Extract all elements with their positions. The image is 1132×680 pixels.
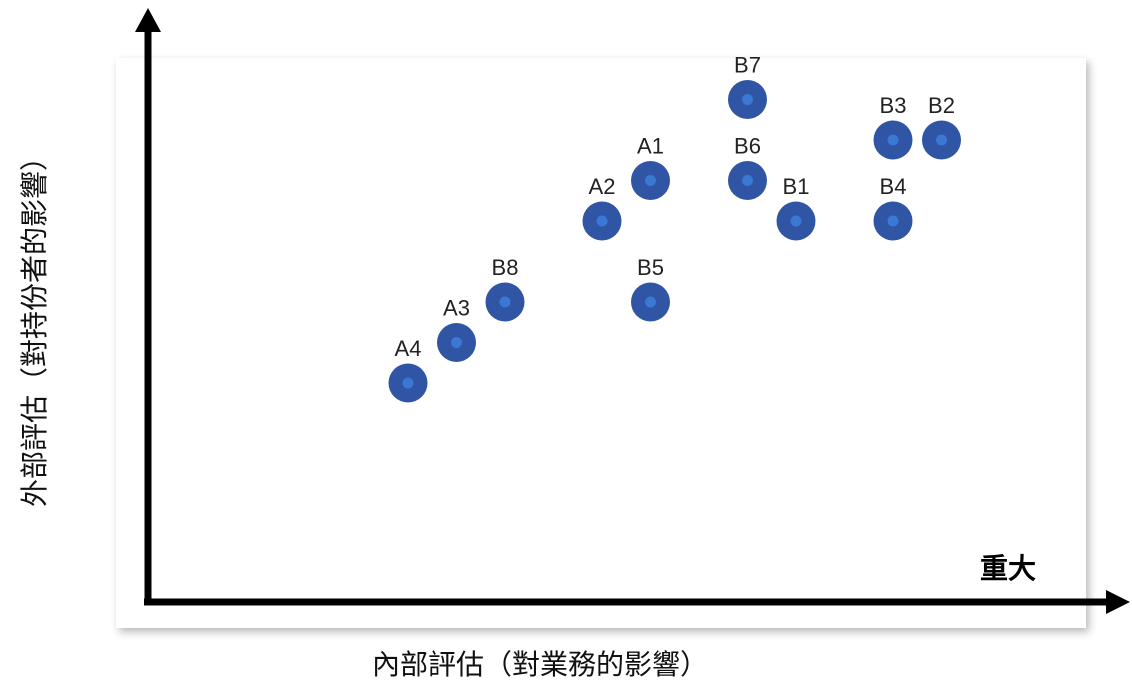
data-point-a4: A4	[388, 336, 428, 403]
point-marker-center	[402, 377, 414, 389]
point-label: A1	[637, 134, 664, 159]
point-label: A3	[443, 296, 470, 321]
point-marker-center	[887, 134, 899, 146]
data-point-b6: B6	[728, 134, 767, 200]
point-marker-center	[645, 296, 656, 308]
point-label: A4	[395, 336, 422, 361]
point-marker-center	[936, 134, 947, 146]
point-marker-center	[596, 215, 608, 227]
data-point-b1: B1	[776, 174, 816, 241]
axes	[135, 8, 1130, 614]
y-axis-arrow	[135, 8, 161, 32]
data-point-b8: B8	[485, 255, 525, 322]
point-label: B6	[734, 134, 761, 159]
point-label: B1	[783, 174, 810, 199]
significant-label: 重大	[980, 552, 1036, 585]
points-layer: A1 A2 A3 A4 B1 B2 B3 B4 B5 B6 B7 B8	[388, 53, 961, 403]
plot-panel	[116, 58, 1086, 628]
y-axis-title: 外部評估（對持份者的影響）	[18, 143, 51, 507]
point-marker-center	[451, 337, 462, 348]
data-point-b4: B4	[873, 174, 913, 241]
point-label: B3	[880, 93, 907, 118]
point-label: B8	[492, 255, 519, 280]
point-marker-center	[742, 175, 753, 186]
data-point-b3: B3	[873, 93, 913, 160]
point-label: B4	[880, 174, 907, 199]
point-marker-center	[499, 296, 511, 308]
data-point-a3: A3	[437, 296, 476, 362]
point-marker-center	[790, 215, 802, 227]
data-point-a2: A2	[582, 174, 622, 241]
data-point-b5: B5	[631, 255, 670, 322]
data-point-a1: A1	[631, 134, 670, 200]
point-label: A2	[589, 174, 616, 199]
data-point-b2: B2	[922, 93, 961, 160]
point-marker-center	[742, 94, 753, 105]
point-label: B5	[637, 255, 664, 280]
point-label: B2	[928, 93, 955, 118]
data-point-b7: B7	[728, 53, 767, 119]
point-marker-center	[887, 215, 899, 227]
point-label: B7	[734, 53, 761, 78]
point-marker-center	[645, 175, 656, 186]
x-axis-title: 內部評估（對業務的影響）	[372, 648, 708, 680]
x-axis-arrow	[1106, 590, 1130, 614]
